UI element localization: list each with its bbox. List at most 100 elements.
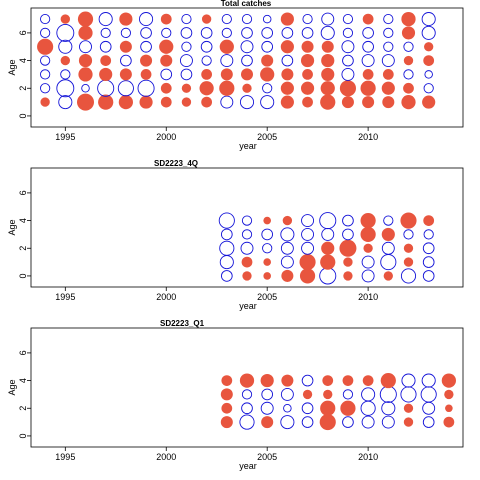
- residual-bubble: [161, 27, 172, 39]
- residual-bubble: [381, 81, 395, 95]
- residual-bubble: [361, 415, 375, 429]
- residual-bubble: [383, 41, 394, 52]
- residual-bubble: [322, 375, 334, 386]
- residual-bubble: [180, 68, 193, 81]
- y-tick-label: 0: [18, 433, 28, 438]
- residual-bubble: [221, 13, 232, 25]
- residual-bubble: [403, 41, 414, 52]
- residual-bubble: [320, 254, 336, 270]
- residual-bubble: [403, 403, 414, 413]
- residual-bubble: [60, 14, 70, 24]
- residual-bubble: [400, 268, 417, 284]
- y-tick-label: 2: [18, 246, 28, 251]
- residual-bubble: [319, 212, 337, 230]
- residual-bubble: [78, 67, 93, 82]
- residual-bubble: [382, 96, 395, 109]
- residual-bubble: [300, 81, 315, 95]
- residual-bubble: [424, 70, 433, 79]
- residual-bubble: [361, 255, 375, 269]
- residual-bubble: [361, 269, 375, 283]
- residual-bubble: [241, 389, 253, 400]
- residual-bubble: [341, 40, 355, 54]
- residual-bubble: [423, 55, 435, 66]
- residual-bubble: [423, 229, 434, 240]
- residual-bubble: [77, 11, 94, 27]
- residual-bubble: [321, 40, 334, 53]
- x-tick-label: 2010: [358, 292, 378, 302]
- y-tick-label: 4: [18, 58, 28, 63]
- residual-bubble: [403, 69, 414, 80]
- residual-bubble: [280, 415, 295, 430]
- residual-bubble: [380, 254, 397, 271]
- residual-bubble: [320, 81, 335, 96]
- residual-bubble: [362, 375, 374, 386]
- residual-bubble: [400, 212, 417, 229]
- residual-bubble: [423, 83, 434, 94]
- x-tick-label: 2005: [257, 292, 277, 302]
- residual-bubble: [321, 227, 335, 241]
- residual-bubble: [339, 239, 357, 257]
- residual-bubble: [40, 27, 51, 39]
- residual-bubble: [181, 41, 192, 52]
- residual-bubble: [280, 40, 294, 54]
- residual-bubble: [261, 416, 274, 429]
- residual-bubble: [422, 401, 436, 415]
- residual-bubble: [319, 267, 337, 285]
- y-tick-label: 0: [18, 113, 28, 118]
- residual-bubble: [283, 404, 292, 413]
- residual-bubble: [444, 389, 454, 400]
- residual-bubble: [321, 12, 335, 26]
- residual-bubble: [78, 25, 93, 41]
- y-tick-label: 0: [18, 273, 28, 278]
- residual-bubble: [81, 84, 90, 93]
- residual-bubble: [40, 55, 51, 66]
- residual-bubble: [140, 69, 152, 80]
- residual-bubble: [360, 80, 376, 96]
- residual-bubble: [341, 67, 355, 81]
- residual-bubble: [443, 416, 455, 428]
- residual-bubble: [118, 94, 133, 110]
- residual-bubble: [281, 54, 294, 67]
- x-axis-label: year: [239, 141, 257, 151]
- residual-bubble: [280, 12, 294, 26]
- residual-bubble: [381, 401, 396, 416]
- residual-bubble: [221, 402, 233, 414]
- residual-bubble: [301, 402, 314, 415]
- residual-bubble: [280, 81, 294, 95]
- residual-bubble: [343, 257, 353, 267]
- residual-bubble: [403, 82, 414, 94]
- residual-bubble: [120, 27, 131, 39]
- residual-bubble: [100, 27, 111, 39]
- residual-bubble: [240, 241, 254, 255]
- residual-bubble: [56, 23, 75, 42]
- residual-bubble: [40, 13, 51, 25]
- residual-bubble: [77, 93, 95, 111]
- residual-bubble: [261, 228, 274, 241]
- residual-bubble: [179, 54, 193, 68]
- residual-bubble: [302, 69, 313, 80]
- residual-bubble: [340, 400, 356, 416]
- residual-bubble: [342, 228, 354, 241]
- residual-bubble: [362, 40, 374, 53]
- residual-bubble: [60, 55, 70, 66]
- residual-bubble: [181, 83, 192, 93]
- residual-bubble: [381, 54, 395, 68]
- residual-bubble: [363, 243, 373, 253]
- residual-bubble: [260, 374, 274, 388]
- residual-bubble: [262, 243, 273, 254]
- residual-bubble: [422, 256, 435, 268]
- residual-bubble: [401, 26, 416, 40]
- residual-bubble: [422, 270, 435, 282]
- plot-frame: [30, 167, 464, 288]
- residual-bubble: [301, 27, 314, 39]
- residual-bubble: [139, 95, 153, 109]
- residual-bubble: [201, 69, 213, 80]
- residual-bubble: [383, 215, 394, 226]
- residual-bubble: [181, 13, 192, 25]
- x-tick-label: 2000: [156, 132, 176, 142]
- residual-bubble: [241, 229, 253, 240]
- residual-bubble: [302, 389, 313, 400]
- residual-bubble: [422, 416, 435, 428]
- residual-bubble: [424, 42, 434, 52]
- residual-bubble: [241, 54, 253, 67]
